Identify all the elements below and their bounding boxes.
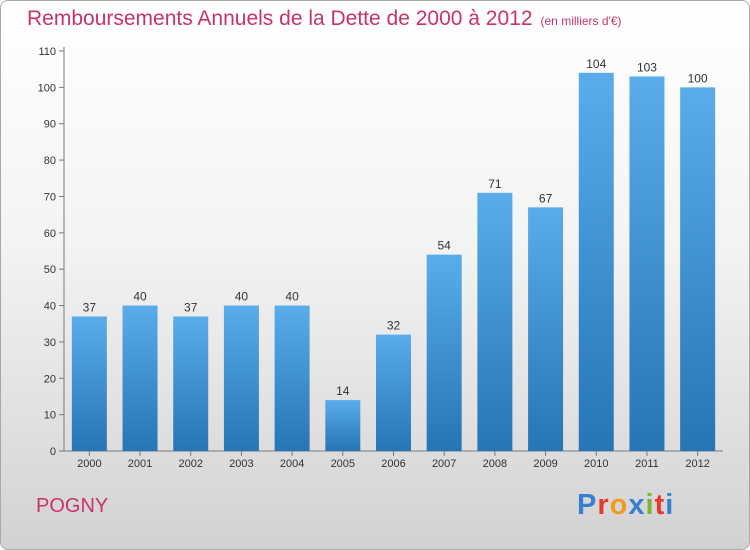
- chart-unit: (en milliers d'€): [540, 14, 622, 28]
- bar: [325, 400, 361, 451]
- x-tick-label: 2001: [128, 458, 152, 470]
- y-tick-label: 110: [38, 46, 56, 58]
- bar-value-label: 40: [235, 290, 249, 304]
- commune-name: POGNY: [36, 495, 109, 517]
- logo-letter: i: [665, 489, 675, 521]
- bar: [71, 316, 107, 451]
- y-tick-label: 30: [44, 337, 56, 349]
- y-tick-label: 100: [38, 82, 56, 94]
- x-tick-label: 2000: [77, 458, 101, 470]
- x-tick-label: 2011: [635, 458, 659, 470]
- bar: [477, 192, 513, 451]
- y-tick-label: 0: [50, 446, 56, 458]
- bar: [680, 87, 716, 451]
- x-tick-label: 2007: [432, 458, 456, 470]
- y-tick-label: 70: [44, 191, 56, 203]
- chart-data-labels: 37 2000 40 2001 37 2002 40 2003 40 2004 14 2005 32 20…: [77, 57, 710, 470]
- bar: [376, 334, 411, 451]
- bar: [528, 207, 564, 451]
- y-tick-label: 10: [44, 410, 56, 422]
- bar: [629, 76, 665, 452]
- bar: [223, 305, 259, 451]
- bar-value-label: 40: [285, 290, 299, 304]
- bar: [274, 305, 310, 451]
- chart-bars: [71, 72, 716, 452]
- x-tick-label: 2002: [178, 458, 202, 470]
- y-tick-label: 50: [44, 264, 56, 276]
- chart-title: Remboursements Annuels de la Dette de 20…: [27, 7, 622, 31]
- logo-letter: r: [597, 489, 610, 521]
- bar-value-label: 14: [336, 384, 350, 398]
- y-tick-label: 60: [44, 228, 56, 240]
- logo-letter: x: [628, 489, 646, 521]
- bar-value-label: 37: [83, 300, 97, 314]
- bar-value-label: 103: [637, 60, 657, 74]
- bar-value-label: 100: [688, 71, 708, 85]
- x-tick-label: 2004: [280, 458, 304, 470]
- x-tick-label: 2005: [331, 458, 355, 470]
- logo-letter: t: [654, 489, 666, 521]
- bar: [426, 254, 462, 451]
- bar-value-label: 104: [586, 57, 606, 71]
- proxiti-logo[interactable]: Proxiti: [577, 489, 674, 522]
- x-tick-label: 2003: [229, 458, 253, 470]
- logo-letter: o: [609, 489, 629, 521]
- bar-value-label: 32: [387, 319, 401, 333]
- bar-value-label: 67: [539, 191, 553, 205]
- logo-letter: P: [577, 489, 598, 521]
- bar-value-label: 37: [184, 300, 198, 314]
- x-tick-label: 2012: [685, 458, 709, 470]
- bar-value-label: 54: [438, 239, 452, 253]
- bar: [173, 316, 209, 451]
- x-tick-label: 2006: [381, 458, 405, 470]
- bar: [122, 305, 158, 451]
- bar: [578, 72, 614, 452]
- bar-value-label: 71: [488, 177, 502, 191]
- x-tick-label: 2008: [483, 458, 507, 470]
- y-tick-label: 20: [44, 373, 56, 385]
- x-tick-label: 2009: [533, 458, 557, 470]
- chart-title-text: Remboursements Annuels de la Dette de 20…: [27, 7, 533, 30]
- logo-letter: i: [645, 489, 655, 521]
- bar-value-label: 40: [133, 290, 147, 304]
- x-tick-label: 2010: [584, 458, 608, 470]
- y-tick-label: 90: [44, 119, 56, 131]
- y-tick-label: 40: [44, 301, 56, 313]
- y-tick-label: 80: [44, 155, 56, 167]
